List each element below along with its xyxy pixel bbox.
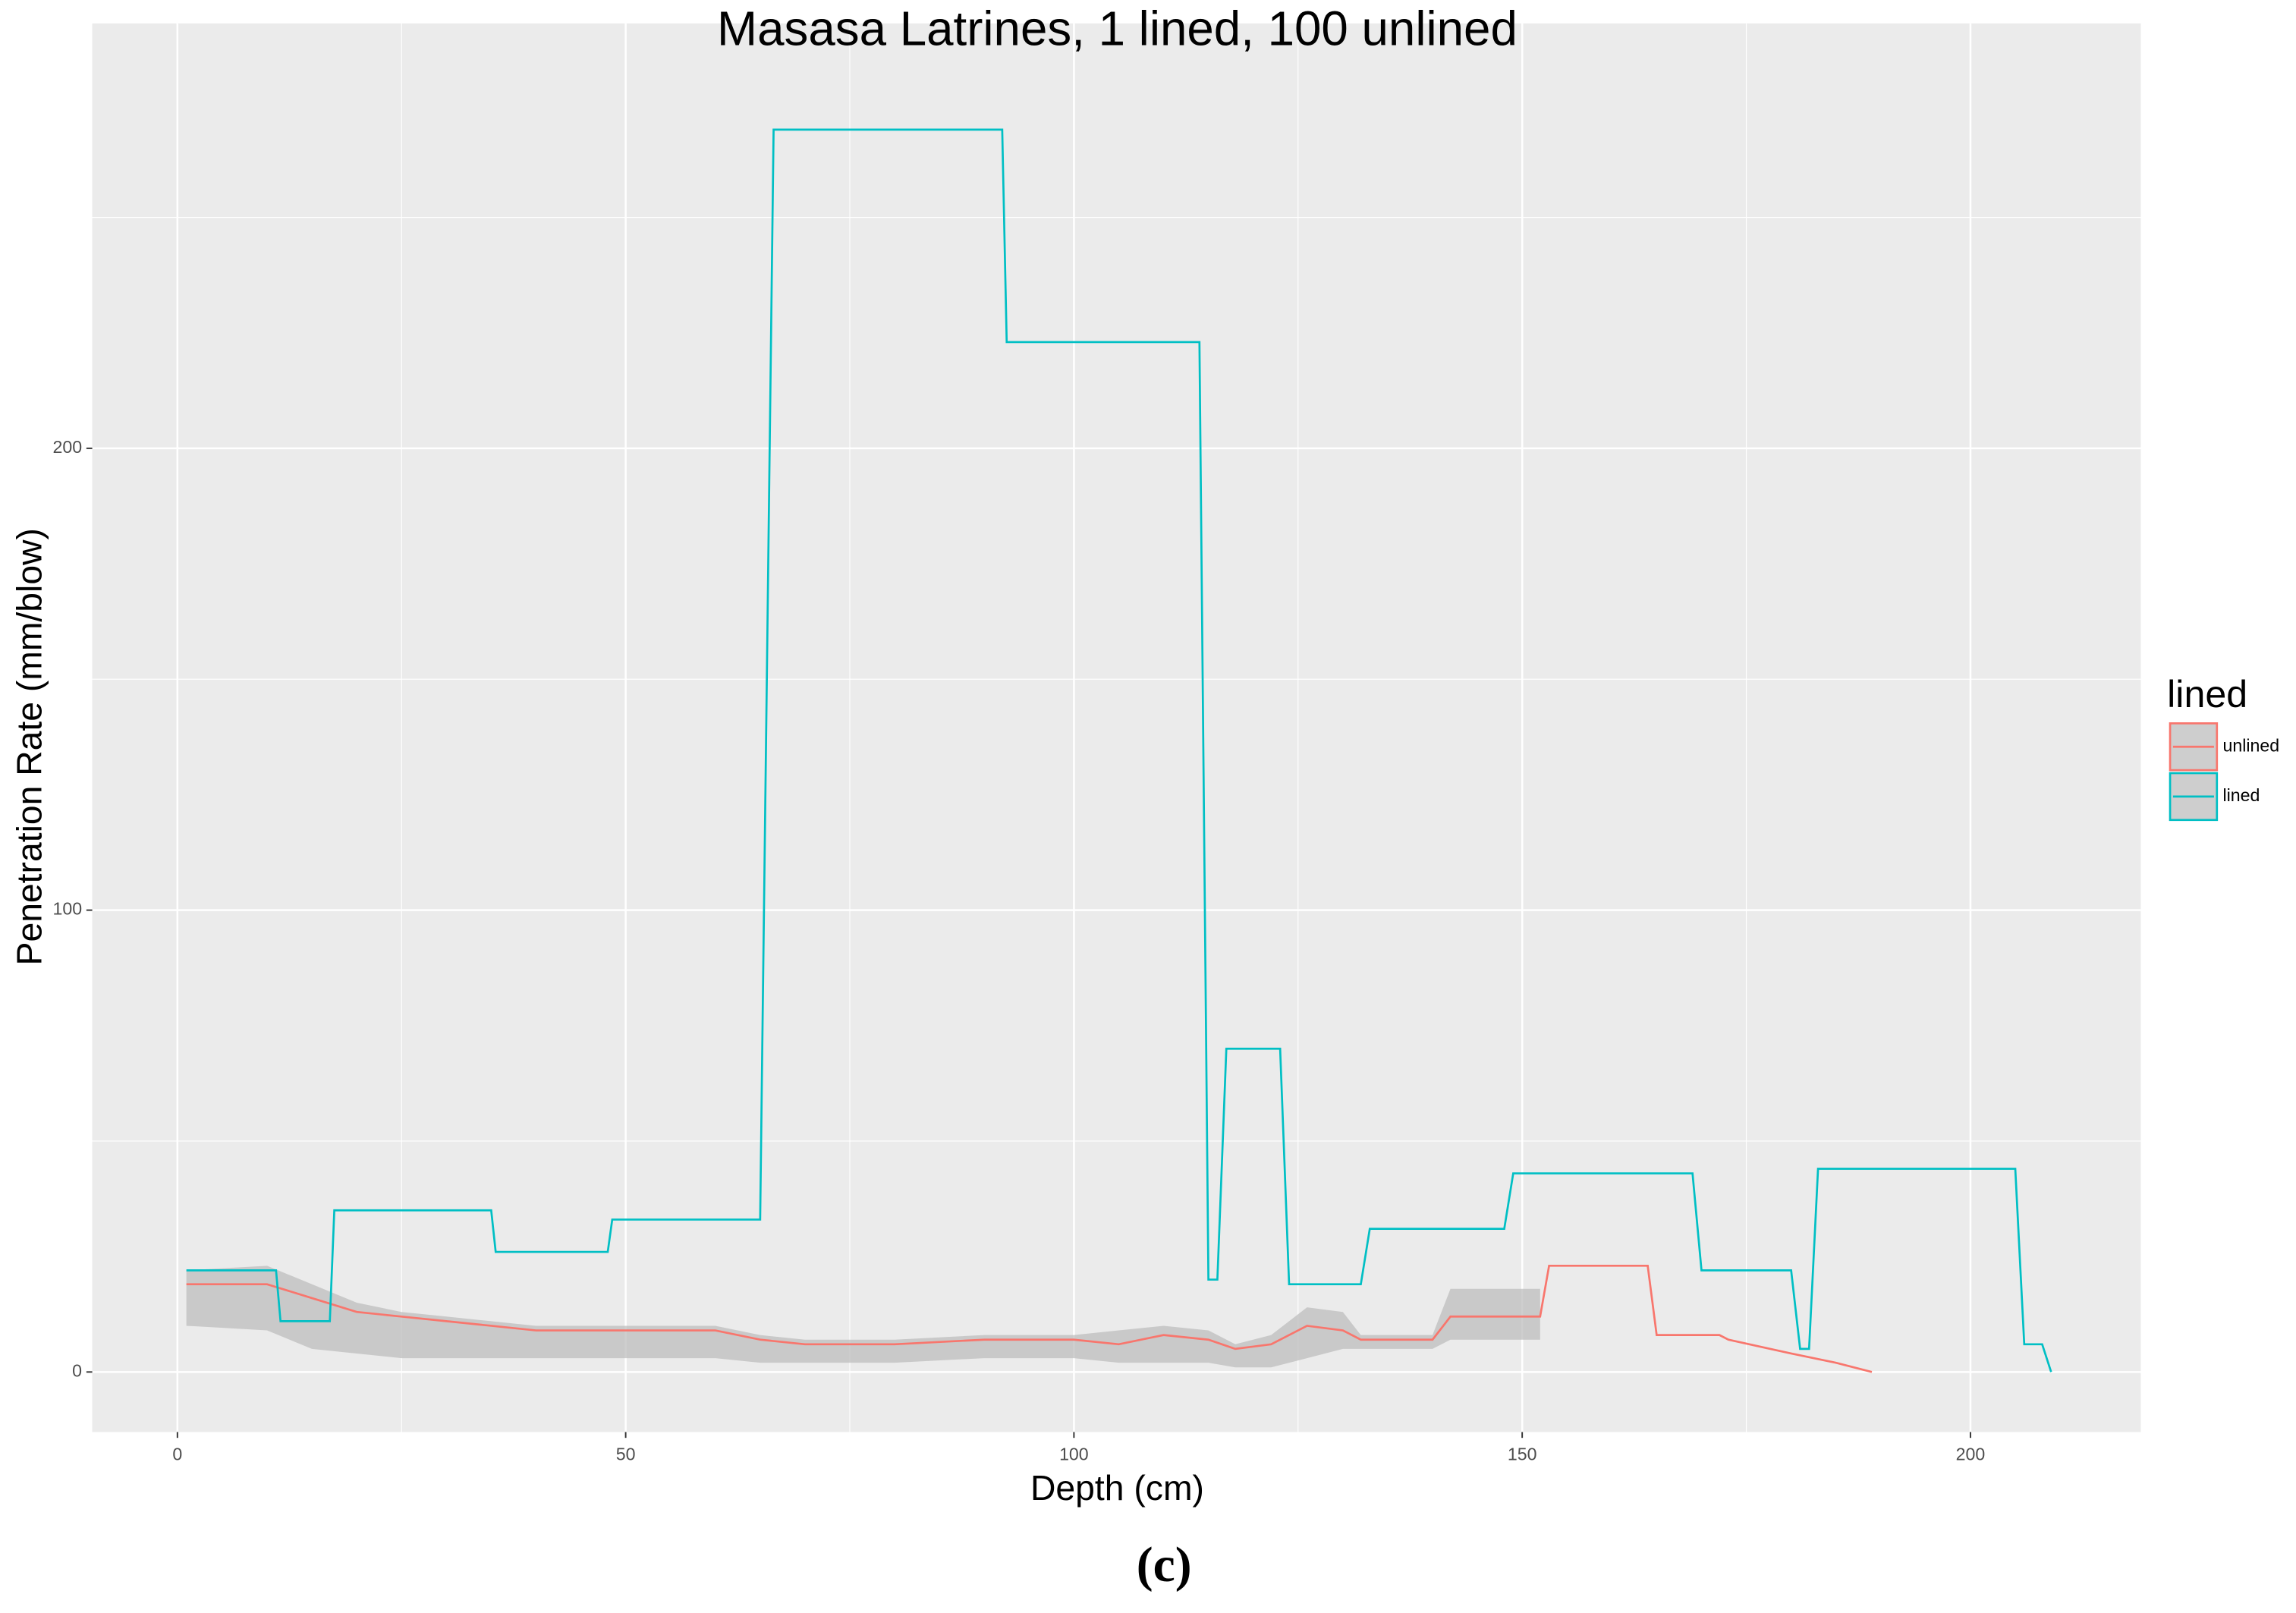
y-tick-label: 100	[52, 899, 82, 919]
caption: (c)	[1137, 1538, 1192, 1593]
y-axis-title: Penetration Rate (mm/blow)	[10, 528, 49, 965]
chart-title: Masasa Latrines, 1 lined, 100 unlined	[717, 2, 1518, 55]
x-tick-label: 150	[1508, 1444, 1537, 1464]
y-tick-label: 200	[52, 437, 82, 457]
x-tick-label: 100	[1059, 1444, 1089, 1464]
x-axis-title: Depth (cm)	[1030, 1468, 1204, 1508]
series-line	[186, 128, 2052, 1372]
legend-label: lined	[2223, 785, 2260, 805]
x-tick-label: 200	[1956, 1444, 1986, 1464]
legend-label: unlined	[2223, 735, 2280, 755]
y-tick-label: 0	[72, 1360, 82, 1380]
series-line	[186, 1264, 1873, 1373]
x-tick-label: 50	[616, 1444, 636, 1464]
ribbon	[186, 1266, 1540, 1368]
x-tick-label: 0	[172, 1444, 182, 1464]
plot-panel	[92, 23, 2141, 1432]
legend-title: lined	[2167, 673, 2247, 715]
